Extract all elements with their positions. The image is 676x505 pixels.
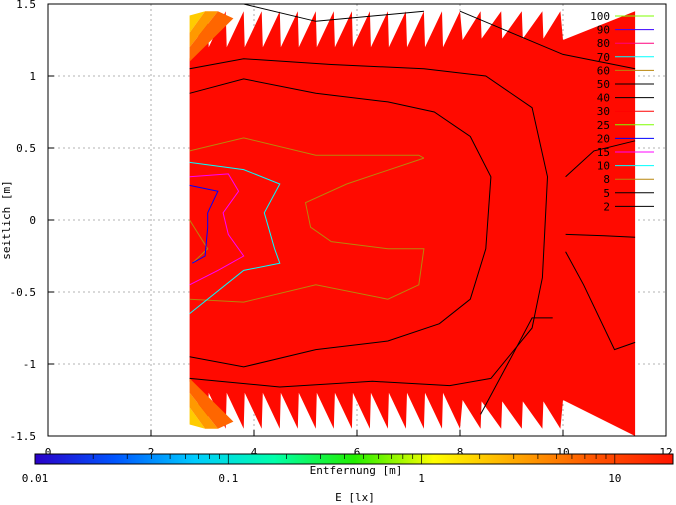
y-axis-ticks: 1.5 1 0.5 0 -0.5 -1 -1.5 — [10, 0, 54, 443]
x-tick-label: 0 — [45, 446, 52, 459]
colorbar-ticks: 0.01 0.1 1 10 — [22, 454, 674, 485]
legend-label: 2 — [603, 200, 610, 213]
legend-label: 30 — [597, 105, 610, 118]
y-tick-label: 1 — [29, 70, 36, 83]
legend-label: 40 — [597, 92, 610, 105]
colorbar-tick-label: 10 — [608, 472, 621, 485]
contour-line — [189, 78, 492, 368]
y-tick-label: 0 — [29, 214, 36, 227]
fill-highlight-patch — [189, 378, 234, 429]
legend-label: 10 — [597, 160, 610, 173]
contour-line — [189, 161, 281, 314]
contour-lines — [189, 3, 636, 415]
contour-line — [189, 184, 219, 264]
legend-label: 50 — [597, 78, 610, 91]
legend-label: 70 — [597, 51, 610, 64]
x-axis-label: Entfernung [m] — [310, 464, 403, 477]
x-tick-label: 8 — [457, 446, 464, 459]
contour-line — [189, 157, 425, 303]
x-tick-label: 2 — [148, 446, 155, 459]
x-tick-label: 4 — [251, 446, 258, 459]
legend-label: 20 — [597, 132, 610, 145]
legend-label: 5 — [603, 187, 610, 200]
contour-line — [189, 219, 209, 264]
contour-line — [189, 58, 549, 388]
legend-label: 60 — [597, 64, 610, 77]
illuminance-fill-region — [189, 11, 636, 436]
contour-line — [189, 173, 245, 286]
legend-label: 25 — [597, 119, 610, 132]
colorbar — [34, 453, 674, 465]
colorbar-label: E [lx] — [335, 491, 375, 504]
heatmap-fill — [189, 11, 636, 436]
colorbar-tick-label: 0.1 — [218, 472, 238, 485]
x-tick-label: 6 — [354, 446, 361, 459]
y-tick-label: 1.5 — [16, 0, 36, 11]
contour-line — [565, 251, 636, 351]
contour-line — [565, 140, 636, 178]
contour-line — [480, 317, 553, 415]
y-tick-label: 0.5 — [16, 142, 36, 155]
legend-label: 80 — [597, 37, 610, 50]
y-tick-label: -1 — [23, 358, 36, 371]
y-axis-label: seitlich [m] — [0, 180, 13, 259]
legend-label: 90 — [597, 24, 610, 37]
fill-highlight-patch — [189, 11, 234, 62]
contour-line — [243, 3, 424, 22]
contour-line — [565, 233, 636, 238]
y-tick-label: -0.5 — [10, 286, 37, 299]
contour-line — [189, 137, 425, 159]
legend-label: 100 — [590, 10, 610, 23]
y-tick-label: -1.5 — [10, 430, 37, 443]
colorbar-tick-label: 1 — [418, 472, 425, 485]
legend-label: 8 — [603, 173, 610, 186]
contour-line — [459, 10, 636, 70]
legend-label: 15 — [597, 146, 610, 159]
colorbar-tick-label: 0.01 — [22, 472, 49, 485]
